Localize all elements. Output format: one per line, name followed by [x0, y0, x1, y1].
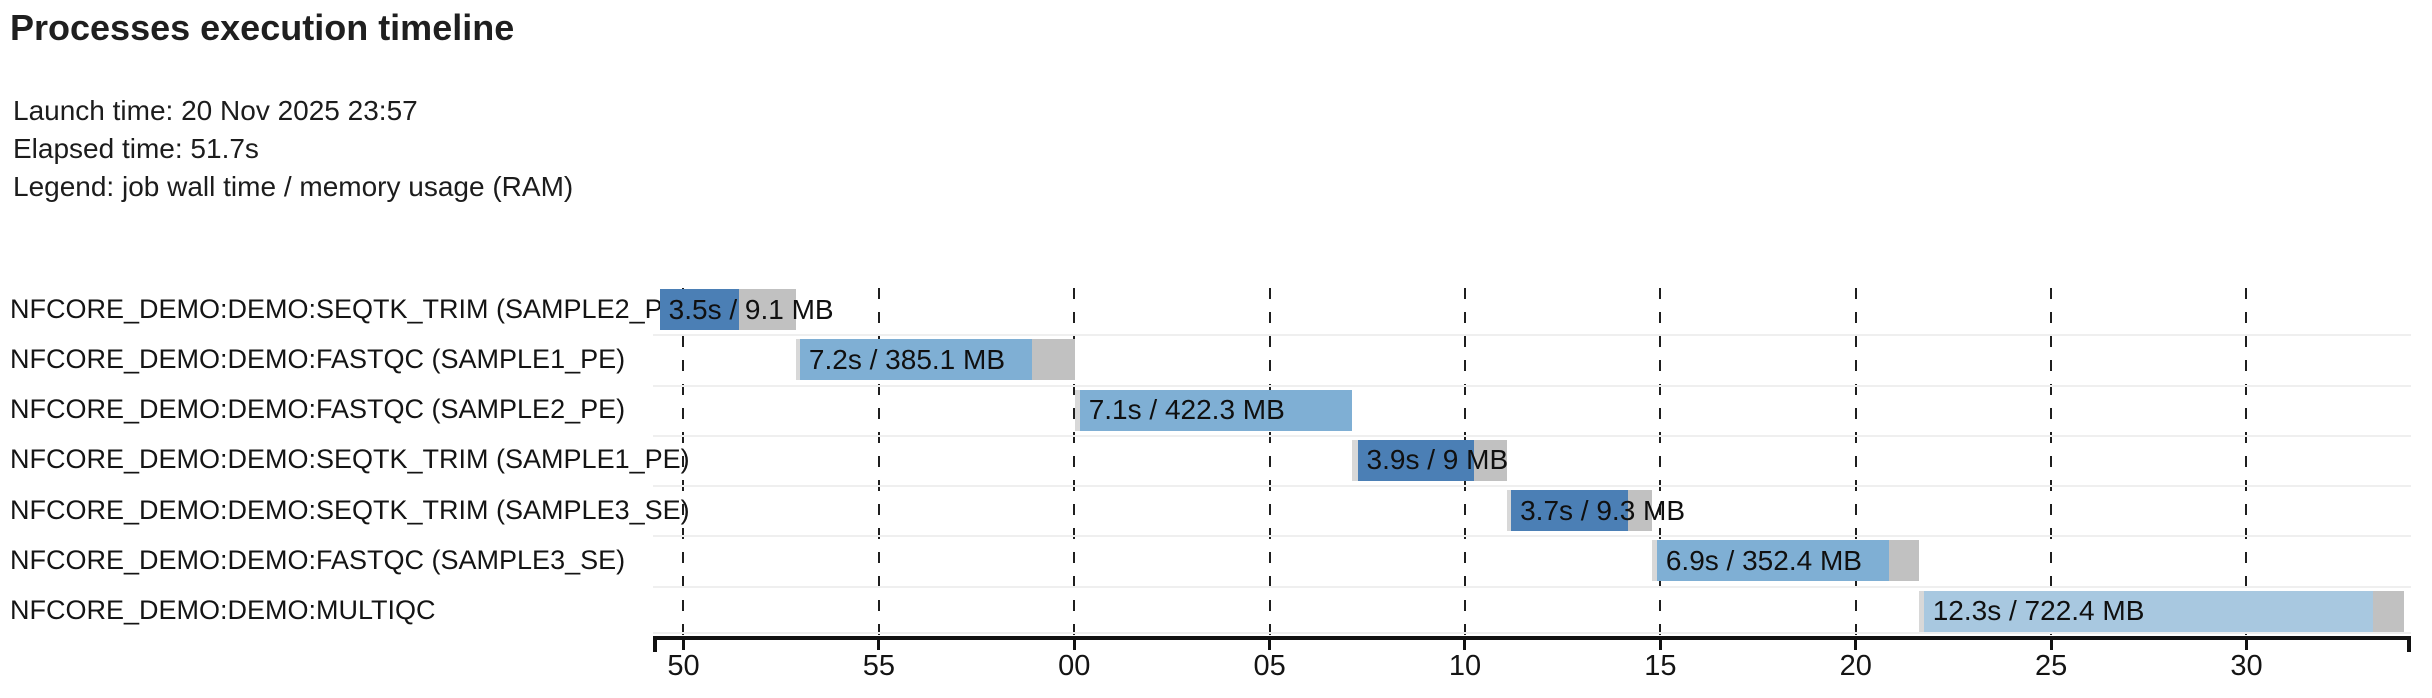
x-axis-tick [2049, 636, 2053, 650]
bar-label: 6.9s / 352.4 MB [1665, 544, 1862, 576]
gridline [1268, 288, 1271, 636]
x-axis-tick [877, 636, 881, 650]
x-axis-tick-label: 10 [1448, 650, 1482, 682]
gridline [682, 288, 685, 636]
x-axis-tick [1072, 636, 1076, 650]
process-label: NFCORE_DEMO:DEMO:FASTQC (SAMPLE3_SE) [10, 545, 626, 576]
row-separator [653, 384, 2411, 387]
bar-queue-segment [1651, 540, 1657, 582]
bar-label: 7.2s / 385.1 MB [808, 343, 1006, 375]
bar-queue-segment [795, 339, 800, 381]
bar-label: 3.7s / 9.3 MB [1520, 494, 1686, 526]
x-axis-tick-label: 00 [1058, 650, 1091, 682]
bar-queue-segment [1919, 590, 1924, 632]
process-label: NFCORE_DEMO:DEMO:FASTQC (SAMPLE1_PE) [10, 343, 626, 374]
bar-run-segment [1357, 439, 1474, 481]
bar-run-segment [1511, 490, 1628, 532]
bar-label: 7.1s / 422.3 MB [1088, 394, 1285, 426]
bar-run-segment [1079, 389, 1353, 431]
x-axis-tick-label: 25 [2034, 650, 2068, 682]
bar-run-segment [1656, 540, 1890, 582]
bar-run-segment [659, 289, 739, 330]
x-axis-tick [1463, 636, 1467, 650]
process-label: NFCORE_DEMO:DEMO:SEQTK_TRIM (SAMPLE1_PE) [10, 444, 690, 475]
row-separator [653, 334, 2411, 337]
gridline [2245, 288, 2248, 636]
bar-label: 3.9s / 9 MB [1366, 444, 1509, 476]
x-axis-tick [2244, 636, 2248, 650]
elapsed-time-text: Elapsed time: 51.7s [13, 133, 259, 164]
launch-time-text: Launch time: 20 Nov 2025 23:57 [13, 95, 418, 126]
process-label: NFCORE_DEMO:DEMO:SEQTK_TRIM (SAMPLE2_PE) [10, 293, 690, 324]
bar-tail-segment [2373, 590, 2404, 632]
process-label: NFCORE_DEMO:DEMO:MULTIQC [10, 595, 436, 626]
x-axis-right-cap [2407, 636, 2411, 652]
bar-tail-segment [1032, 339, 1076, 381]
page-title: Processes execution timeline [10, 7, 515, 48]
gridline [2050, 288, 2053, 636]
process-label: NFCORE_DEMO:DEMO:SEQTK_TRIM (SAMPLE3_SE) [10, 494, 690, 525]
bar-tail-segment [1627, 490, 1652, 532]
bar-label: 12.3s / 722.4 MB [1932, 595, 2145, 627]
gridline [1659, 288, 1662, 636]
bar-queue-segment [1075, 389, 1080, 431]
gridline [1073, 288, 1076, 636]
x-axis-tick [681, 636, 685, 650]
bar-run-segment [1923, 590, 2374, 632]
report-meta: Launch time: 20 Nov 2025 23:57 Elapsed t… [13, 92, 573, 206]
bar-label: 3.5s / 9.1 MB [668, 293, 834, 325]
x-axis-left-cap [653, 636, 657, 652]
x-axis-tick [1658, 636, 1662, 650]
row-separator [653, 434, 2411, 437]
process-label: NFCORE_DEMO:DEMO:FASTQC (SAMPLE2_PE) [10, 394, 626, 425]
x-axis-tick [1268, 636, 1272, 650]
x-axis-tick-label: 50 [667, 650, 700, 682]
bar-queue-segment [1507, 490, 1512, 532]
x-axis-tick-label: 55 [862, 650, 895, 682]
row-separator [653, 485, 2411, 488]
x-axis-tick-label: 15 [1644, 650, 1677, 682]
bar-tail-segment [738, 289, 796, 330]
x-axis-line [653, 636, 2411, 640]
bar-tail-segment [1473, 439, 1508, 481]
row-separator [653, 535, 2411, 538]
gridline [1854, 288, 1857, 636]
gridline [877, 288, 880, 636]
x-axis-tick-label: 20 [1839, 650, 1872, 682]
x-axis-tick [1854, 636, 1858, 650]
legend-text: Legend: job wall time / memory usage (RA… [13, 171, 574, 202]
bar-run-segment [799, 339, 1033, 381]
x-axis-tick-label: 05 [1253, 650, 1286, 682]
row-separator [653, 632, 2411, 634]
x-axis-tick-label: 30 [2230, 650, 2263, 682]
row-separator [653, 585, 2411, 588]
bar-queue-segment [1352, 439, 1358, 481]
bar-tail-segment [1889, 540, 1920, 582]
